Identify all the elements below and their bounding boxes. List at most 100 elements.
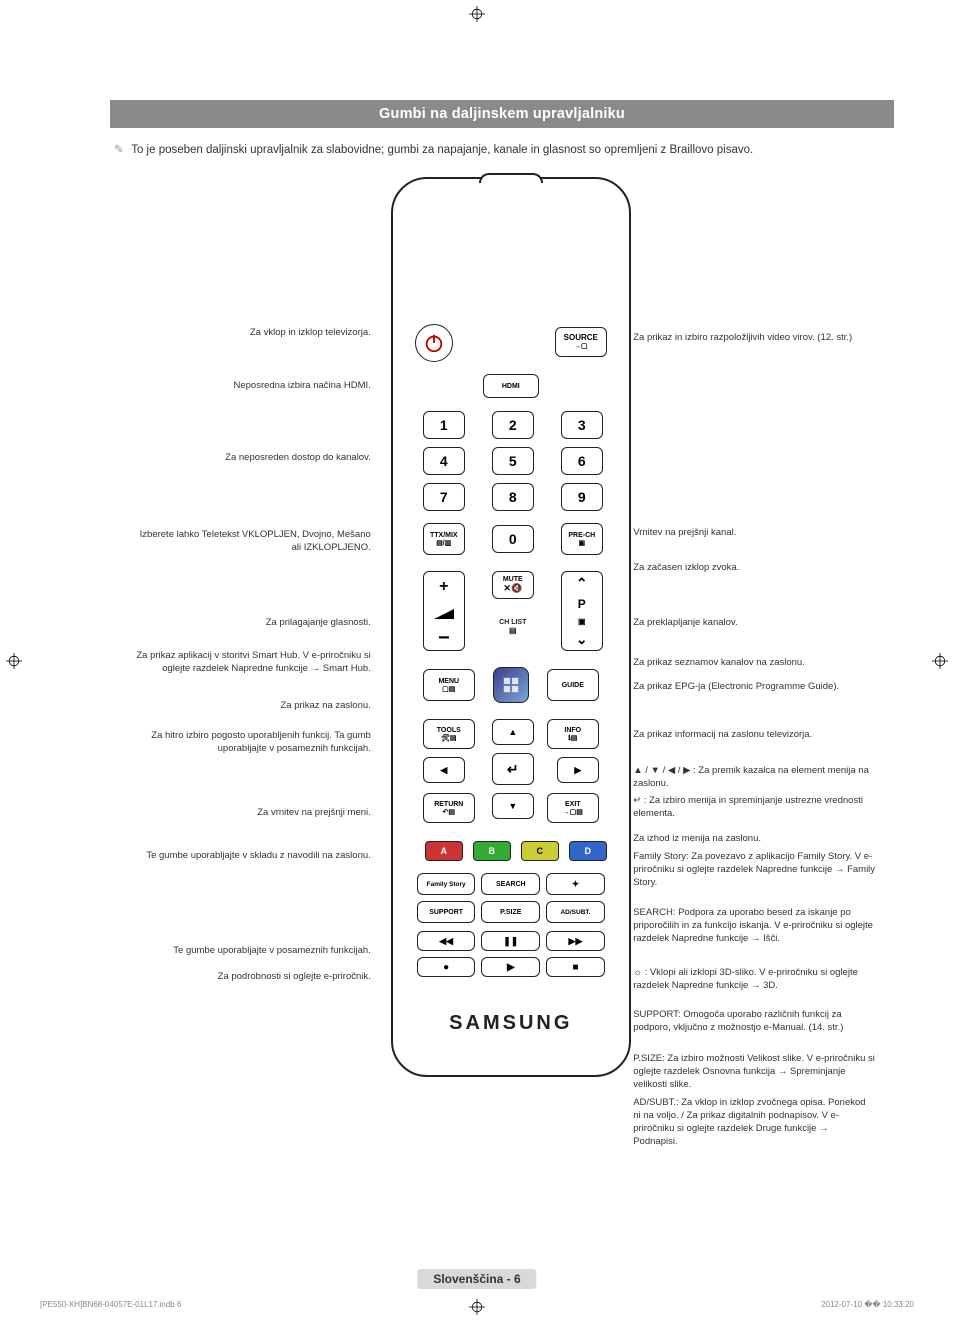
support-button: SUPPORT bbox=[417, 901, 476, 923]
callout-funcbtns: Te gumbe uporabljajte v posameznih funkc… bbox=[129, 945, 379, 958]
callout-prech: Vrnitev na prejšnji kanal. bbox=[625, 527, 875, 540]
rewind-button: ◀◀ bbox=[417, 931, 476, 951]
record-button: ● bbox=[417, 957, 476, 977]
cropmark-right bbox=[932, 653, 948, 669]
source-button: SOURCE →▢ bbox=[555, 327, 607, 357]
nav-right: ▶ bbox=[557, 757, 599, 783]
3d-button: ✦ bbox=[546, 873, 605, 895]
language-badge: Slovenščina - 6 bbox=[417, 1269, 536, 1289]
callout-nums: Za neposreden dostop do kanalov. bbox=[129, 452, 379, 465]
left-callouts: Za vklop in izklop televizorja. Neposred… bbox=[110, 177, 379, 1107]
ttx-button: TTX/MIX ▤/▥ bbox=[423, 523, 465, 555]
stop-button: ■ bbox=[546, 957, 605, 977]
note-row: ✎ To je poseben daljinski upravljalnik z… bbox=[114, 142, 894, 159]
ir-lip bbox=[479, 173, 543, 183]
tools-button: TOOLS 🛠▤ bbox=[423, 719, 475, 749]
exit-button: EXIT →▢▤ bbox=[547, 793, 599, 823]
color-d: D bbox=[569, 841, 607, 861]
num-2: 2 bbox=[492, 411, 534, 439]
callout-eman: Za podrobnosti si oglejte e-priročnik. bbox=[129, 971, 379, 984]
play-button: ▶ bbox=[481, 957, 540, 977]
color-b: B bbox=[473, 841, 511, 861]
right-callouts: Za prikaz in izbiro razpoložljivih video… bbox=[625, 177, 894, 1107]
num-4: 4 bbox=[423, 447, 465, 475]
guide-button: GUIDE bbox=[547, 669, 599, 701]
info-button: INFO ℹ▤ bbox=[547, 719, 599, 749]
menu-button: MENU ▢▤ bbox=[423, 669, 475, 701]
smarthub-button bbox=[493, 667, 529, 703]
footer-filename: [PE550-XH]BN68-04057E-01L17.indb 6 bbox=[40, 1300, 181, 1309]
callout-tools: Za hitro izbiro pogosto uporabljenih fun… bbox=[129, 730, 379, 756]
ff-button: ▶▶ bbox=[546, 931, 605, 951]
chlist-label: CH LIST ▤ bbox=[492, 619, 534, 635]
callout-family: Family Story: Za povezavo z aplikacijo F… bbox=[625, 851, 875, 889]
num-9: 9 bbox=[561, 483, 603, 511]
nav-left: ◀ bbox=[423, 757, 465, 783]
callout-enter: ↵ : Za izbiro menija in spreminjanje ust… bbox=[625, 795, 875, 821]
num-7: 7 bbox=[423, 483, 465, 511]
remote-row: Za vklop in izklop televizorja. Neposred… bbox=[110, 177, 894, 1107]
hdmi-button: HDMI bbox=[483, 374, 539, 398]
prech-button: PRE-CH ▣ bbox=[561, 523, 603, 555]
callout-ch: Za preklapljanje kanalov. bbox=[625, 617, 875, 630]
power-button bbox=[415, 324, 453, 362]
callout-psize: P.SIZE: Za izbiro možnosti Velikost slik… bbox=[625, 1053, 875, 1091]
callout-vol: Za prilagajanje glasnosti. bbox=[129, 617, 379, 630]
color-c: C bbox=[521, 841, 559, 861]
callout-source: Za prikaz in izbiro razpoložljivih video… bbox=[625, 332, 875, 345]
func-row-1: Family Story SEARCH ✦ bbox=[417, 873, 605, 895]
note-text: To je poseben daljinski upravljalnik za … bbox=[131, 142, 889, 159]
cropmark-bottom bbox=[469, 1299, 485, 1315]
return-button: RETURN ↶▤ bbox=[423, 793, 475, 823]
page: Gumbi na daljinskem upravljalniku ✎ To j… bbox=[0, 0, 954, 1321]
callout-search: SEARCH: Podpora za uporabo besed za iska… bbox=[625, 907, 875, 945]
content-area: Gumbi na daljinskem upravljalniku ✎ To j… bbox=[110, 100, 894, 1281]
cropmark-left bbox=[6, 653, 22, 669]
callout-menu: Za prikaz na zaslonu. bbox=[129, 700, 379, 713]
num-5: 5 bbox=[492, 447, 534, 475]
callout-adsubt: AD/SUBT.: Za vklop in izklop zvočnega op… bbox=[625, 1097, 875, 1148]
channel-rocker: ⌃ P ▣ ⌄ bbox=[561, 571, 603, 651]
volume-rocker: + − bbox=[423, 571, 465, 651]
transport-row-2: ● ▶ ■ bbox=[417, 957, 605, 977]
num-3: 3 bbox=[561, 411, 603, 439]
color-a: A bbox=[425, 841, 463, 861]
callout-chlist: Za prikaz seznamov kanalov na zaslonu. bbox=[625, 657, 875, 670]
volume-icon bbox=[434, 609, 454, 619]
brand-logo: SAMSUNG bbox=[449, 1012, 572, 1035]
callout-power: Za vklop in izklop televizorja. bbox=[129, 327, 379, 340]
psize-button: P.SIZE bbox=[481, 901, 540, 923]
num-6: 6 bbox=[561, 447, 603, 475]
callout-3d: ☼ : Vklopi ali izklopi 3D-sliko. V e-pri… bbox=[625, 967, 875, 993]
num-0: 0 bbox=[492, 525, 534, 553]
callout-mute: Za začasen izklop zvoka. bbox=[625, 562, 875, 575]
remote-body: SOURCE →▢ HDMI 1 2 3 4 5 6 7 8 bbox=[391, 177, 631, 1077]
note-icon: ✎ bbox=[114, 142, 128, 159]
enter-button: ↵ bbox=[492, 753, 534, 785]
search-button: SEARCH bbox=[481, 873, 540, 895]
nav-up: ▲ bbox=[492, 719, 534, 745]
callout-guide: Za prikaz EPG-ja (Electronic Programme G… bbox=[625, 681, 875, 694]
num-8: 8 bbox=[492, 483, 534, 511]
familystory-button: Family Story bbox=[417, 873, 476, 895]
pause-button: ❚❚ bbox=[481, 931, 540, 951]
mute-button: MUTE ✕🔇 bbox=[492, 571, 534, 599]
callout-info: Za prikaz informacij na zaslonu televizo… bbox=[625, 729, 875, 742]
num-1: 1 bbox=[423, 411, 465, 439]
callout-hdmi: Neposredna izbira načina HDMI. bbox=[129, 380, 379, 393]
func-row-2: SUPPORT P.SIZE AD/SUBT. bbox=[417, 901, 605, 923]
callout-return: Za vrnitev na prejšnji meni. bbox=[129, 807, 379, 820]
remote-figure: SOURCE →▢ HDMI 1 2 3 4 5 6 7 8 bbox=[391, 177, 613, 1107]
callout-exit: Za izhod iz menija na zaslonu. bbox=[625, 833, 875, 846]
nav-down: ▼ bbox=[492, 793, 534, 819]
callout-arrows: ▲ / ▼ / ◀ / ▶ : Za premik kazalca na ele… bbox=[625, 765, 875, 791]
transport-row-1: ◀◀ ❚❚ ▶▶ bbox=[417, 931, 605, 951]
callout-smarthub: Za prikaz aplikacij v storitvi Smart Hub… bbox=[129, 650, 379, 676]
footer-timestamp: 2012-07-10 �� 10:33:20 bbox=[821, 1300, 914, 1309]
adsubt-button: AD/SUBT. bbox=[546, 901, 605, 923]
cropmark-top bbox=[469, 6, 485, 22]
callout-colors: Te gumbe uporabljajte v skladu z navodil… bbox=[129, 850, 379, 863]
callout-support: SUPPORT: Omogoča uporabo različnih funkc… bbox=[625, 1009, 875, 1035]
callout-ttx: Izberete lahko Teletekst VKLOPLJEN, Dvoj… bbox=[129, 529, 379, 555]
section-banner: Gumbi na daljinskem upravljalniku bbox=[110, 100, 894, 128]
